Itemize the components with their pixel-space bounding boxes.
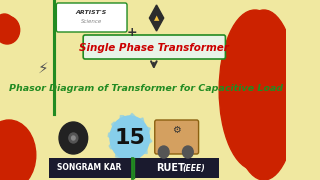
FancyBboxPatch shape: [0, 0, 286, 180]
Text: Science: Science: [81, 19, 102, 24]
Text: RUET: RUET: [156, 163, 185, 173]
Circle shape: [59, 122, 88, 154]
Text: ARTIST'S: ARTIST'S: [76, 10, 107, 15]
Ellipse shape: [219, 10, 291, 170]
Ellipse shape: [0, 125, 29, 180]
Text: ⚙: ⚙: [172, 125, 180, 135]
Text: 15: 15: [114, 128, 145, 148]
Text: SONGRAM KAR: SONGRAM KAR: [57, 163, 122, 172]
FancyBboxPatch shape: [56, 3, 127, 32]
Ellipse shape: [0, 14, 14, 36]
Text: +: +: [127, 26, 138, 39]
Text: Phasor Diagram of Transformer for Capacitive Load: Phasor Diagram of Transformer for Capaci…: [9, 84, 283, 93]
Circle shape: [72, 136, 75, 140]
Circle shape: [158, 146, 169, 158]
Text: (EEE): (EEE): [182, 163, 205, 172]
Polygon shape: [149, 5, 164, 31]
Circle shape: [69, 133, 78, 143]
FancyBboxPatch shape: [155, 120, 199, 154]
Polygon shape: [108, 113, 152, 162]
Text: ⚡: ⚡: [37, 60, 48, 75]
Circle shape: [182, 146, 193, 158]
Ellipse shape: [0, 120, 36, 180]
Circle shape: [110, 116, 149, 160]
Text: ▲: ▲: [154, 15, 159, 21]
Ellipse shape: [230, 10, 297, 180]
FancyBboxPatch shape: [49, 158, 219, 178]
FancyBboxPatch shape: [83, 35, 225, 59]
Ellipse shape: [0, 16, 20, 44]
Text: Single Phase Transformer: Single Phase Transformer: [79, 43, 229, 53]
